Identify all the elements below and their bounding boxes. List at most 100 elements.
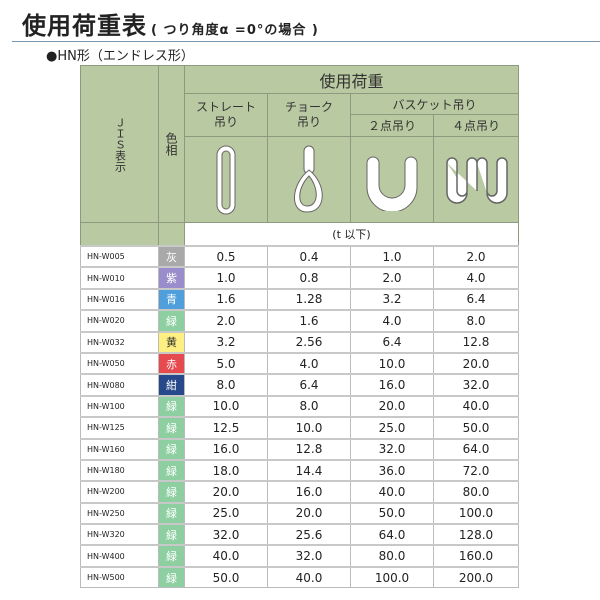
load-four-point: 64.0 [432, 437, 520, 461]
load-choke: 0.4 [267, 244, 351, 268]
jis-code: HN-W500 [80, 565, 159, 589]
jis-code: HN-W080 [80, 373, 159, 397]
table-row: HN-W050 赤 5.0 4.0 10.0 20.0 [80, 351, 520, 375]
load-choke: 20.0 [267, 501, 351, 525]
table-row: HN-W032 黄 3.2 2.56 6.4 12.8 [80, 330, 520, 354]
load-straight: 1.0 [184, 266, 268, 290]
table-row: HN-W200 緑 20.0 16.0 40.0 80.0 [80, 480, 520, 504]
load-choke: 4.0 [267, 351, 351, 375]
table-row: HN-W010 紫 1.0 0.8 2.0 4.0 [80, 266, 520, 290]
load-four-point: 20.0 [432, 351, 520, 375]
table-row: HN-W400 緑 40.0 32.0 80.0 160.0 [80, 544, 520, 568]
jis-code: HN-W160 [80, 437, 159, 461]
load-straight: 1.6 [184, 287, 268, 311]
load-straight: 20.0 [184, 480, 268, 504]
load-straight: 5.0 [184, 351, 268, 375]
color-swatch: 灰 [158, 244, 185, 268]
load-two-point: 16.0 [350, 373, 434, 397]
basket-two-point-illustration [350, 136, 434, 223]
color-swatch: 黄 [158, 330, 185, 354]
table-row: HN-W125 緑 12.5 10.0 25.0 50.0 [80, 416, 520, 440]
header-two-point: ２点吊り [350, 114, 434, 137]
load-two-point: 40.0 [350, 480, 434, 504]
straight-sling-illustration [184, 136, 268, 223]
table-row: HN-W016 青 1.6 1.28 3.2 6.4 [80, 287, 520, 311]
jis-code: HN-W100 [80, 394, 159, 418]
header-choke: チョーク 吊り [267, 93, 351, 137]
load-two-point: 10.0 [350, 351, 434, 375]
load-choke: 10.0 [267, 416, 351, 440]
title-note: ( つり角度α =0°の場合 ) [151, 23, 319, 38]
color-swatch: 緑 [158, 501, 185, 525]
color-swatch: 赤 [158, 351, 185, 375]
load-straight: 25.0 [184, 501, 268, 525]
jis-code: HN-W010 [80, 266, 159, 290]
load-two-point: 3.2 [350, 287, 434, 311]
load-two-point: 2.0 [350, 266, 434, 290]
load-four-point: 6.4 [432, 287, 520, 311]
load-two-point: 1.0 [350, 244, 434, 268]
load-four-point: 50.0 [432, 416, 520, 440]
color-swatch: 緑 [158, 565, 185, 589]
jis-code: HN-W005 [80, 244, 159, 268]
load-choke: 6.4 [267, 373, 351, 397]
color-swatch: 紫 [158, 266, 185, 290]
load-choke: 16.0 [267, 480, 351, 504]
load-four-point: 72.0 [432, 458, 520, 482]
load-choke: 2.56 [267, 330, 351, 354]
color-swatch: 青 [158, 287, 185, 311]
load-straight: 18.0 [184, 458, 268, 482]
header-color: 色相 [158, 65, 185, 223]
jis-code: HN-W020 [80, 309, 159, 333]
load-four-point: 4.0 [432, 266, 520, 290]
header-color-label: 色相 [164, 132, 178, 156]
load-four-point: 2.0 [432, 244, 520, 268]
load-choke: 8.0 [267, 394, 351, 418]
load-choke: 1.6 [267, 309, 351, 333]
load-two-point: 36.0 [350, 458, 434, 482]
header-straight: ストレート 吊り [184, 93, 268, 137]
load-choke: 1.28 [267, 287, 351, 311]
load-four-point: 160.0 [432, 544, 520, 568]
load-two-point: 4.0 [350, 309, 434, 333]
load-straight: 12.5 [184, 416, 268, 440]
load-two-point: 20.0 [350, 394, 434, 418]
table-row: HN-W020 緑 2.0 1.6 4.0 8.0 [80, 309, 520, 333]
unit-label: (t 以下) [183, 222, 520, 247]
table-row: HN-W320 緑 32.0 25.6 64.0 128.0 [80, 523, 520, 546]
divider [12, 41, 600, 42]
header-four-point: ４点吊り [432, 114, 520, 137]
table-row: HN-W180 緑 18.0 14.4 36.0 72.0 [80, 458, 520, 482]
load-two-point: 80.0 [350, 544, 434, 568]
load-straight: 10.0 [184, 394, 268, 418]
load-table: ＪＩＳ表示 色相 使用荷重 ストレート 吊り チョーク 吊り バスケット吊り ２… [80, 65, 520, 589]
color-swatch: 緑 [158, 437, 185, 461]
color-swatch: 緑 [158, 544, 185, 568]
load-two-point: 6.4 [350, 330, 434, 354]
jis-code: HN-W250 [80, 501, 159, 525]
header-jis: ＪＩＳ表示 [80, 65, 159, 223]
table-row: HN-W100 緑 10.0 8.0 20.0 40.0 [80, 394, 520, 418]
title-main: 使用荷重表 [22, 12, 147, 40]
table-row: HN-W160 緑 16.0 12.8 32.0 64.0 [80, 437, 520, 461]
header-basket: バスケット吊り [349, 93, 520, 115]
load-choke: 14.4 [267, 458, 351, 482]
load-two-point: 100.0 [350, 565, 434, 589]
section-subtitle: ●HN形（エンドレス形） [46, 49, 194, 64]
load-straight: 8.0 [184, 373, 268, 397]
load-four-point: 80.0 [432, 480, 520, 504]
load-four-point: 12.8 [432, 330, 520, 354]
table-row: HN-W005 灰 0.5 0.4 1.0 2.0 [80, 244, 520, 268]
jis-code: HN-W016 [80, 287, 159, 311]
load-four-point: 200.0 [432, 565, 520, 589]
load-four-point: 40.0 [432, 394, 520, 418]
color-swatch: 緑 [158, 416, 185, 440]
jis-code: HN-W180 [80, 458, 159, 482]
load-choke: 32.0 [267, 544, 351, 568]
header-load: 使用荷重 [183, 65, 520, 94]
jis-spacer [80, 222, 159, 247]
color-swatch: 緑 [158, 523, 185, 546]
load-four-point: 32.0 [432, 373, 520, 397]
jis-code: HN-W400 [80, 544, 159, 568]
load-four-point: 128.0 [432, 523, 520, 546]
